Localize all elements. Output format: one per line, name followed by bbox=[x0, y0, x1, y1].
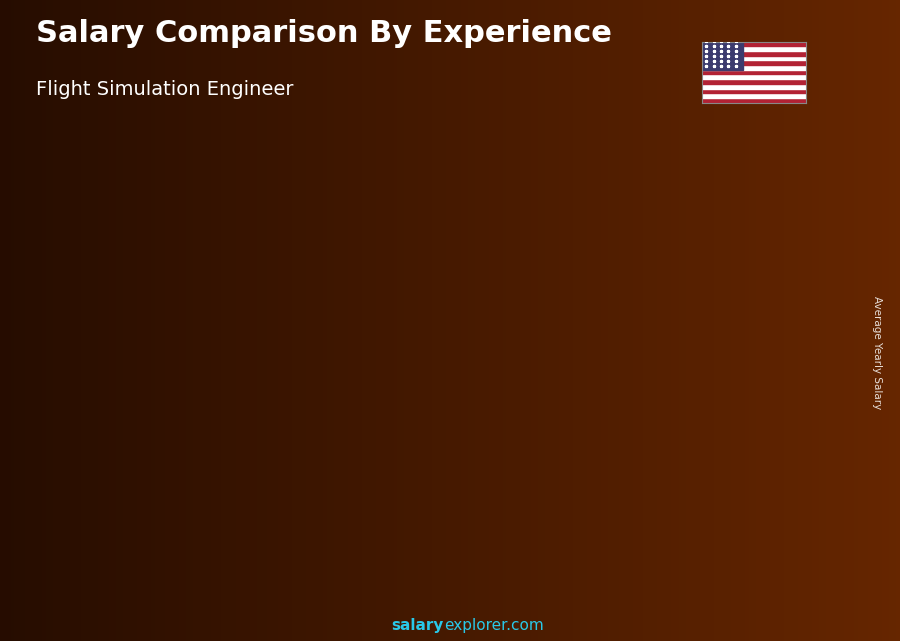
Bar bbox=[586, 233, 655, 238]
Bar bbox=[83, 429, 152, 435]
Bar bbox=[712, 203, 718, 558]
Text: Average Yearly Salary: Average Yearly Salary bbox=[872, 296, 883, 409]
Bar bbox=[702, 79, 806, 84]
Bar bbox=[335, 553, 404, 558]
Bar bbox=[702, 84, 806, 88]
Bar bbox=[209, 379, 216, 558]
Text: explorer.com: explorer.com bbox=[444, 619, 544, 633]
Bar bbox=[460, 249, 467, 558]
Bar bbox=[586, 233, 593, 558]
Bar bbox=[209, 379, 278, 558]
Bar bbox=[702, 42, 806, 46]
Bar bbox=[702, 65, 806, 70]
Text: +9%: +9% bbox=[663, 165, 704, 179]
Text: 66,300 USD: 66,300 USD bbox=[209, 362, 278, 375]
Bar bbox=[209, 379, 278, 385]
Bar bbox=[586, 553, 655, 558]
Text: +38%: +38% bbox=[155, 308, 206, 324]
Bar bbox=[83, 553, 152, 558]
Bar bbox=[460, 249, 529, 558]
Bar bbox=[702, 88, 806, 93]
Bar bbox=[460, 249, 529, 254]
Bar bbox=[712, 203, 781, 209]
Text: +42%: +42% bbox=[281, 258, 332, 274]
Text: salary: salary bbox=[392, 619, 444, 633]
Bar bbox=[83, 429, 152, 558]
Bar bbox=[335, 304, 404, 558]
Bar bbox=[702, 70, 806, 74]
Text: 115,000 USD: 115,000 USD bbox=[456, 231, 534, 244]
Text: 48,000 USD: 48,000 USD bbox=[83, 412, 152, 424]
Text: Salary Comparison By Experience: Salary Comparison By Experience bbox=[36, 19, 612, 48]
Bar bbox=[702, 42, 743, 70]
Bar bbox=[712, 203, 781, 558]
Bar bbox=[702, 46, 806, 51]
Bar bbox=[586, 233, 655, 558]
Bar bbox=[83, 429, 90, 558]
Bar bbox=[335, 304, 341, 558]
Bar bbox=[209, 553, 278, 558]
Bar bbox=[702, 74, 806, 79]
Text: 94,300 USD: 94,300 USD bbox=[334, 287, 404, 300]
Bar bbox=[712, 553, 781, 558]
Bar bbox=[702, 51, 806, 56]
Bar bbox=[702, 60, 806, 65]
Bar bbox=[335, 304, 404, 310]
Text: Flight Simulation Engineer: Flight Simulation Engineer bbox=[36, 80, 293, 99]
Text: +6%: +6% bbox=[537, 194, 578, 209]
Text: +22%: +22% bbox=[406, 217, 458, 232]
Bar bbox=[702, 98, 806, 103]
Bar bbox=[702, 56, 806, 60]
Text: 121,000 USD: 121,000 USD bbox=[582, 215, 659, 228]
Text: 132,000 USD: 132,000 USD bbox=[707, 186, 785, 199]
Bar bbox=[460, 553, 529, 558]
Bar bbox=[702, 93, 806, 98]
